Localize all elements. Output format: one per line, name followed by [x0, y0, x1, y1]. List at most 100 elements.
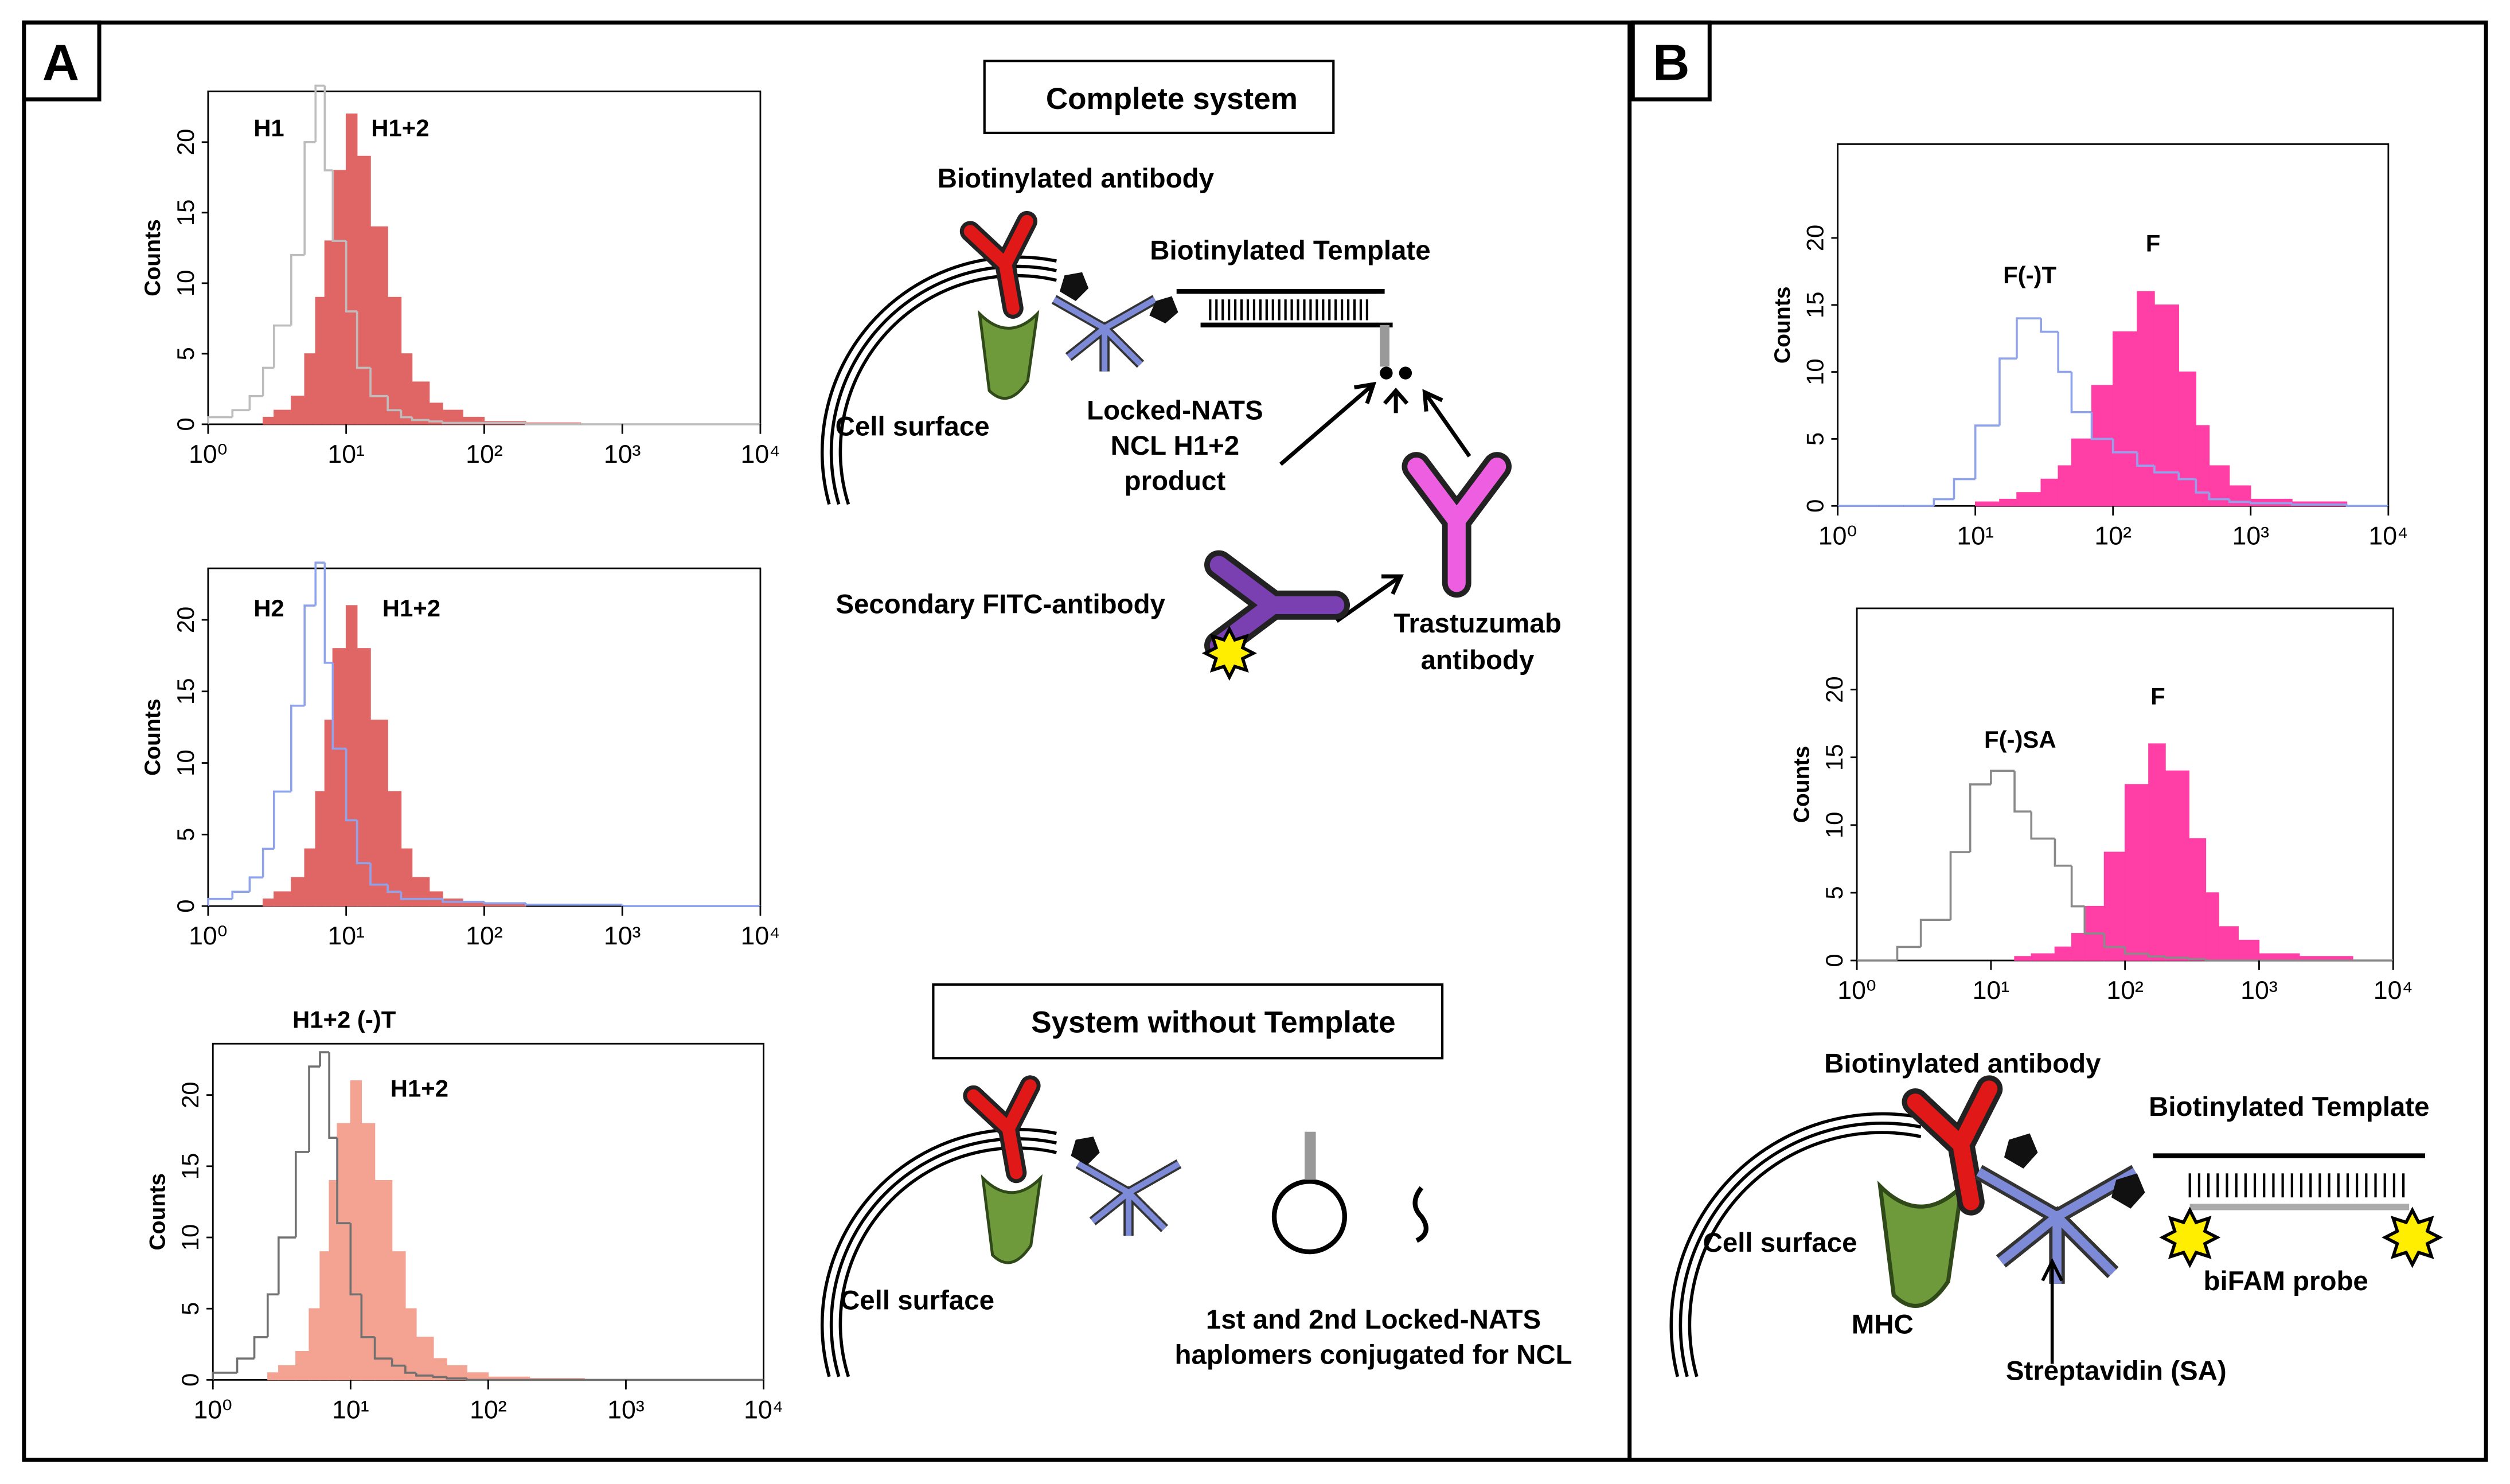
y-axis-label: Counts — [146, 1173, 170, 1251]
histogram-bar — [345, 605, 358, 907]
x-tick-label: 10¹ — [332, 1396, 369, 1424]
arrow — [1279, 381, 1377, 466]
histogram-step — [2057, 331, 2072, 373]
section-title: Complete system — [1046, 82, 1298, 116]
histogram-step — [290, 253, 305, 326]
x-tick-label: 10³ — [2232, 522, 2270, 550]
plot-frame — [212, 1042, 764, 1381]
histogram-step — [2153, 466, 2179, 474]
series-label: F — [2146, 229, 2161, 256]
histogram-bar — [1999, 498, 2017, 506]
y-tick-label: 20 — [172, 129, 199, 156]
series-label: H1+2 — [371, 114, 429, 141]
histogram-bar — [2218, 926, 2239, 961]
histogram-step — [272, 324, 291, 368]
histogram-bar — [263, 898, 275, 907]
histogram-step — [207, 897, 233, 907]
panel-box — [22, 20, 102, 101]
y-tick-label: 10 — [1821, 812, 1848, 839]
biotin — [1059, 272, 1089, 301]
diagram — [820, 210, 2443, 1377]
strand — [1412, 1186, 1428, 1243]
histogram-step — [428, 420, 443, 423]
histogram-step — [391, 1358, 405, 1367]
histogram-bar — [263, 416, 275, 425]
series-label: F(-)SA — [1984, 726, 2056, 753]
y-tick-label: 5 — [172, 347, 199, 360]
histogram-step — [360, 1294, 375, 1338]
histogram-step — [212, 1372, 237, 1380]
histogram-step — [253, 1336, 268, 1359]
x-tick-label: 10⁰ — [189, 440, 228, 468]
antibody — [1209, 556, 1345, 655]
label: Cell surface — [1703, 1228, 1857, 1258]
histogram-step — [1990, 770, 2015, 784]
product — [1380, 325, 1389, 367]
histogram-bar — [2165, 770, 2189, 961]
histogram-step — [2123, 947, 2149, 955]
y-tick-label: 20 — [1821, 676, 1848, 703]
histogram-step — [272, 790, 291, 849]
histogram-bar — [304, 353, 316, 425]
histogram-bar — [2113, 331, 2138, 506]
histogram-step — [349, 1223, 362, 1296]
stem — [1305, 1131, 1316, 1180]
x-tick-label: 10² — [466, 440, 503, 468]
panel-box — [1630, 20, 1712, 101]
histogram-step — [323, 563, 333, 664]
antibody — [1407, 457, 1506, 592]
label: Biotinylated Template — [2149, 1092, 2429, 1122]
antibody — [1907, 1080, 1998, 1210]
label: product — [1125, 466, 1226, 496]
x-tick-label: 10¹ — [1973, 977, 2010, 1005]
label: antibody — [1421, 645, 1535, 675]
histogram-step — [2164, 956, 2189, 959]
histogram-bar — [2014, 956, 2032, 961]
histogram-step — [2291, 503, 2347, 506]
label: Cell surface — [836, 411, 990, 442]
fluorophore — [2159, 1206, 2221, 1268]
streptavidin — [1976, 1167, 2138, 1284]
histogram-bar — [309, 1308, 321, 1381]
histogram-bar — [2154, 304, 2179, 506]
histogram-step — [400, 892, 412, 900]
y-tick-label: 15 — [172, 200, 199, 226]
biotin — [2111, 1173, 2145, 1209]
histogram-step — [231, 409, 250, 417]
streptavidin — [1052, 296, 1157, 372]
histogram-step — [2195, 479, 2210, 494]
histogram-bar — [405, 1308, 417, 1381]
histogram-step — [2204, 959, 2219, 962]
histogram-bar — [370, 719, 388, 907]
histogram-bar — [2238, 939, 2260, 961]
x-tick-label: 10¹ — [327, 440, 365, 468]
histogram-step — [525, 903, 581, 906]
histogram-step — [411, 417, 430, 421]
histogram-step — [207, 416, 233, 424]
loop — [1271, 1179, 1348, 1255]
arrow — [1383, 387, 1409, 413]
label: Biotinylated Template — [1150, 235, 1430, 265]
biotin — [2004, 1133, 2038, 1169]
label: MHC — [1852, 1309, 1914, 1339]
x-tick-label: 10⁰ — [189, 922, 228, 950]
y-tick-label: 15 — [177, 1153, 204, 1180]
y-axis-label: Counts — [140, 698, 165, 776]
histogram-bar — [2124, 784, 2149, 961]
histogram-step — [2208, 492, 2230, 501]
histogram-step — [404, 1365, 416, 1374]
biotin — [1149, 296, 1178, 324]
histogram-bar — [2103, 852, 2126, 961]
histogram-bar — [483, 904, 526, 907]
fluorophore — [1201, 626, 1257, 681]
histogram-step — [231, 891, 250, 899]
histogram-bar — [387, 791, 402, 907]
histogram-bar — [315, 791, 326, 907]
membrane — [829, 1137, 1057, 1377]
histogram-bar — [357, 155, 371, 425]
dot — [1399, 366, 1412, 380]
histogram-step — [303, 141, 316, 255]
histogram-step — [290, 704, 305, 792]
histogram-bar — [274, 409, 292, 425]
